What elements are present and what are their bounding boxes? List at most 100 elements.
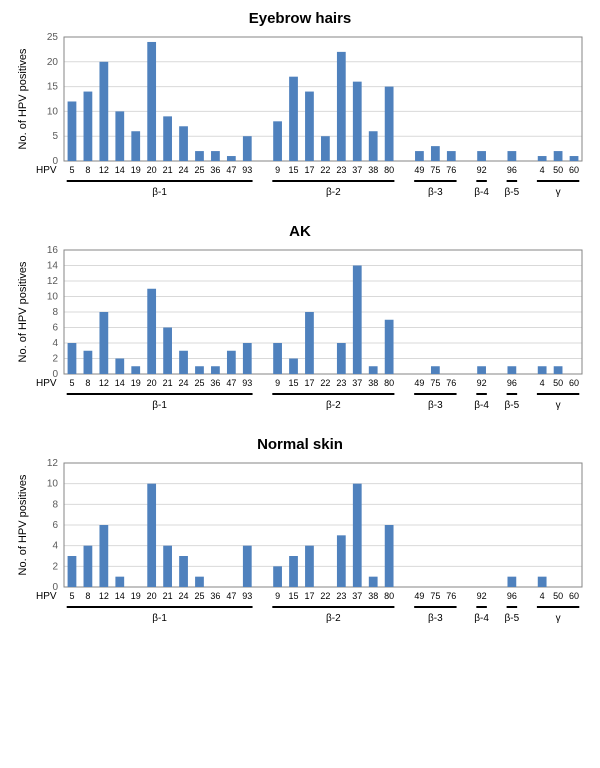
chart-svg-normal: 0246810125812141920212425364793915172223… (10, 455, 590, 635)
xtick-36: 36 (210, 378, 220, 388)
bar-normal-96 (507, 577, 516, 587)
xtick-92: 92 (477, 165, 487, 175)
svg-text:16: 16 (47, 245, 59, 256)
xtick-36: 36 (210, 591, 220, 601)
xtick-5: 5 (69, 378, 74, 388)
xtick-22: 22 (320, 378, 330, 388)
chart-title-normal: Normal skin (10, 436, 590, 453)
group-label-β-4: β-4 (474, 187, 489, 198)
group-label-β-5: β-5 (505, 187, 520, 198)
bar-normal-15 (289, 556, 298, 587)
bar-ak-47 (227, 351, 236, 374)
group-label-β-2: β-2 (326, 613, 341, 624)
xtick-50: 50 (553, 378, 563, 388)
bar-eyebrow-50 (554, 151, 563, 161)
bar-eyebrow-47 (227, 156, 236, 161)
bar-eyebrow-96 (507, 151, 516, 161)
group-label-β-2: β-2 (326, 400, 341, 411)
xtick-80: 80 (384, 378, 394, 388)
xtick-21: 21 (163, 165, 173, 175)
svg-text:4: 4 (52, 338, 58, 349)
group-label-γ: γ (556, 187, 561, 198)
bar-ak-38 (369, 366, 378, 374)
xtick-9: 9 (275, 591, 280, 601)
group-label-β-1: β-1 (152, 187, 167, 198)
bar-eyebrow-49 (415, 151, 424, 161)
xtick-80: 80 (384, 591, 394, 601)
bar-ak-4 (538, 366, 547, 374)
xtick-37: 37 (352, 378, 362, 388)
xtick-47: 47 (226, 378, 236, 388)
group-label-β-5: β-5 (505, 400, 520, 411)
bar-eyebrow-15 (289, 77, 298, 161)
xtick-93: 93 (242, 591, 252, 601)
y-axis-title: No. of HPV positives (17, 261, 29, 362)
xtick-25: 25 (194, 165, 204, 175)
xtick-17: 17 (304, 165, 314, 175)
bar-eyebrow-8 (84, 92, 93, 161)
group-label-β-1: β-1 (152, 400, 167, 411)
svg-text:6: 6 (52, 323, 58, 334)
bar-normal-93 (243, 546, 252, 587)
group-label-β-4: β-4 (474, 400, 489, 411)
xtick-9: 9 (275, 165, 280, 175)
xtick-25: 25 (194, 591, 204, 601)
bar-eyebrow-76 (447, 151, 456, 161)
bar-ak-19 (131, 366, 140, 374)
xtick-22: 22 (320, 591, 330, 601)
bar-eyebrow-19 (131, 131, 140, 161)
xtick-8: 8 (85, 165, 90, 175)
xtick-25: 25 (194, 378, 204, 388)
bar-ak-15 (289, 359, 298, 375)
chart-svg-ak: 0246810121416581214192021242536479391517… (10, 242, 590, 422)
bar-eyebrow-14 (115, 111, 124, 161)
xtick-20: 20 (147, 378, 157, 388)
xtick-96: 96 (507, 591, 517, 601)
svg-text:4: 4 (52, 541, 58, 552)
bar-eyebrow-17 (305, 92, 314, 161)
bar-normal-38 (369, 577, 378, 587)
xtick-12: 12 (99, 165, 109, 175)
bar-normal-80 (385, 525, 394, 587)
bar-eyebrow-21 (163, 116, 172, 161)
svg-text:8: 8 (52, 307, 58, 318)
xtick-14: 14 (115, 378, 125, 388)
svg-text:20: 20 (47, 57, 59, 68)
bar-normal-23 (337, 535, 346, 587)
bar-ak-25 (195, 366, 204, 374)
svg-text:2: 2 (52, 561, 58, 572)
chart-panel-normal: Normal skin02468101258121419202124253647… (10, 436, 590, 635)
xtick-23: 23 (336, 591, 346, 601)
chart-panel-eyebrow: Eyebrow hairs051015202558121419202124253… (10, 10, 590, 209)
bar-ak-37 (353, 266, 362, 375)
x-axis-prefix: HPV (36, 165, 57, 176)
bar-eyebrow-5 (68, 101, 77, 161)
xtick-75: 75 (430, 378, 440, 388)
xtick-36: 36 (210, 165, 220, 175)
xtick-47: 47 (226, 591, 236, 601)
bar-eyebrow-4 (538, 156, 547, 161)
bar-ak-24 (179, 351, 188, 374)
bar-normal-37 (353, 484, 362, 587)
x-axis-prefix: HPV (36, 591, 57, 602)
xtick-24: 24 (179, 378, 189, 388)
xtick-80: 80 (384, 165, 394, 175)
bar-normal-25 (195, 577, 204, 587)
xtick-92: 92 (477, 378, 487, 388)
xtick-21: 21 (163, 591, 173, 601)
xtick-4: 4 (540, 165, 545, 175)
bar-ak-12 (99, 312, 108, 374)
bar-eyebrow-9 (273, 121, 282, 161)
xtick-12: 12 (99, 591, 109, 601)
xtick-21: 21 (163, 378, 173, 388)
bar-eyebrow-93 (243, 136, 252, 161)
bar-eyebrow-36 (211, 151, 220, 161)
xtick-37: 37 (352, 591, 362, 601)
svg-text:15: 15 (47, 82, 59, 93)
group-label-β-1: β-1 (152, 613, 167, 624)
bar-eyebrow-37 (353, 82, 362, 161)
svg-text:10: 10 (47, 479, 59, 490)
chart-svg-eyebrow: 0510152025581214192021242536479391517222… (10, 29, 590, 209)
xtick-38: 38 (368, 378, 378, 388)
xtick-76: 76 (446, 165, 456, 175)
